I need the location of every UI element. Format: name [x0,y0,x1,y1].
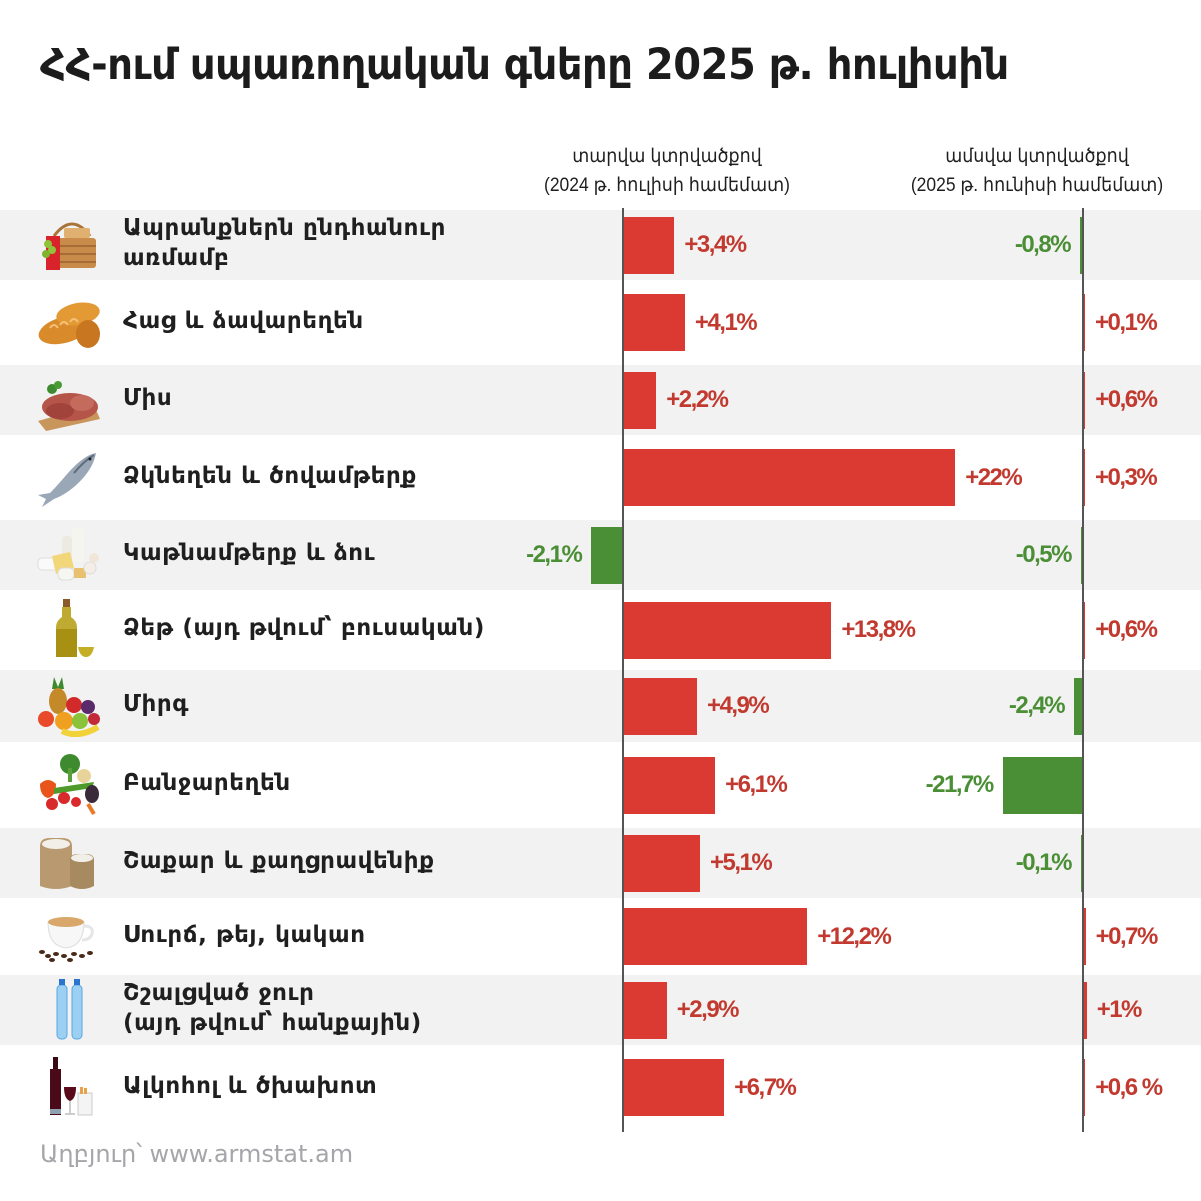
monthly-bar [1083,371,1086,429]
yearly-axis-line [622,208,624,1132]
category-label-line: (այդ թվում՝ հանքային) [123,1010,422,1036]
monthly-header-line1: ամսվա կտրվածքով [945,146,1129,167]
chart-row [0,828,1201,898]
yearly-value-label: +5,1% [710,849,773,876]
page-title: ՀՀ-ում սպառողական գները 2025 թ. հուլիսին [40,40,1009,90]
monthly-value-label: +1% [1096,996,1143,1023]
yearly-bar [623,601,832,659]
yearly-value-label: +2,9% [676,996,740,1023]
category-label: Սուրճ, թեյ, կակաո [123,920,366,950]
dairy-icon [34,524,104,586]
category-label-line: Ապրանքներն ընդհանուր [123,215,446,241]
monthly-value-label: +0,6% [1095,616,1158,643]
yearly-bar [623,981,667,1039]
chart-row [0,975,1201,1045]
yearly-value-label: -2,1% [526,541,583,568]
source-note: Աղբյուր՝ www.armstat.am [40,1140,354,1168]
monthly-value-label: -0,5% [1015,541,1073,568]
yearly-column-header: տարվա կտրվածքով (2024 թ. հուլիսի համեմատ… [511,142,824,200]
water-bottles-icon [34,979,104,1041]
coffee-cup-icon [34,906,104,968]
category-label: Ձկնեղեն և ծովամթերք [123,461,417,491]
monthly-header-line2: (2025 թ. հունիսի համեմատ) [910,175,1164,196]
yearly-value-label: +6,1% [725,771,788,798]
picnic-basket-icon [34,214,104,276]
category-label: Ալկոհոլ և ծխախոտ [123,1071,377,1101]
category-label-line: Ալկոհոլ և ծխախոտ [123,1072,378,1099]
category-label-line: Բանջարեղեն [123,770,291,796]
monthly-bar [1083,449,1085,506]
monthly-bar [1002,756,1083,814]
yearly-value-label: +22% [965,463,1023,491]
category-label: Շշալցված ջուր (այդ թվում՝ հանքային) [123,978,422,1038]
oil-bottle-icon [34,599,104,661]
category-label-line: Միս [123,385,173,411]
yearly-value-label: +2,2% [666,386,729,413]
bread-icon [34,292,104,354]
category-label-line: Ձկնեղեն և ծովամթերք [123,462,417,489]
yearly-value-label: +4,1% [694,308,758,336]
yearly-bar [623,834,700,892]
fruit-icon [34,675,104,738]
yearly-bar [623,677,697,735]
yearly-bar [623,371,657,429]
yearly-value-label: +13,8% [841,616,916,643]
fish-icon [34,447,104,509]
chart-row [0,365,1201,435]
wine-cigarettes-icon [34,1056,104,1119]
yearly-header-line2: (2024 թ. հուլիսի համեմատ) [544,175,790,196]
monthly-value-label: +0,6 % [1095,1073,1163,1101]
category-label-line: Ձեթ (այդ թվում՝ բուսական) [123,615,485,641]
category-label: Կաթնամթերք և ձու [123,538,375,568]
meat-icon [34,369,104,431]
category-label-line: Սուրճ, թեյ, կակաո [123,921,366,948]
category-label: Միս [123,383,172,413]
category-label-line: Կաթնամթերք և ձու [123,540,376,566]
monthly-bar [1080,216,1083,274]
monthly-value-label: +0,3% [1095,463,1158,491]
monthly-bar [1083,908,1086,965]
monthly-bar [1083,1059,1086,1116]
yearly-value-label: +12,2% [817,922,892,950]
category-label: Շաքար և քաղցրավենիք [123,846,435,876]
yearly-bar [623,756,716,814]
monthly-bar [1083,981,1087,1039]
yearly-bar [623,216,675,274]
category-label-line: Շաքար և քաղցրավենիք [123,848,435,874]
monthly-bar [1083,601,1086,659]
chart-row [0,670,1201,742]
yearly-value-label: +6,7% [734,1073,797,1101]
monthly-bar [1083,294,1085,351]
category-label: Ձեթ (այդ թվում՝ բուսական) [123,613,485,643]
category-label-line: Հաց և ձավարեղեն [123,307,364,334]
yearly-bar [591,526,623,584]
yearly-value-label: +3,4% [684,231,747,258]
yearly-header-line1: տարվա կտրվածքով [572,146,762,167]
vegetables-icon [34,754,104,816]
monthly-bar [1074,677,1083,735]
yearly-bar [623,449,956,506]
monthly-value-label: +0,7% [1095,922,1159,950]
category-label-line: առմամբ [123,245,230,271]
monthly-value-label: -0,8% [1014,231,1072,258]
category-label: Բանջարեղեն [123,768,291,798]
category-label-line: Միրգ [123,691,190,717]
yearly-value-label: +4,9% [706,692,770,719]
monthly-axis-line [1082,208,1084,1132]
category-label: Միրգ [123,689,189,719]
yearly-bar [623,1059,725,1116]
category-label-line: Շշալցված ջուր [123,980,315,1006]
chart-row [0,210,1201,280]
monthly-value-label: -21,7% [925,771,995,798]
monthly-value-label: -2,4% [1008,692,1066,719]
yearly-bar [623,908,808,965]
category-label: Ապրանքներն ընդհանուր առմամբ [123,213,446,273]
monthly-value-label: -0,1% [1015,849,1073,876]
monthly-value-label: +0,6% [1095,386,1158,413]
sugar-sack-icon [34,832,104,894]
yearly-bar [623,294,685,351]
monthly-column-header: ամսվա կտրվածքով (2025 թ. հունիսի համեմատ… [881,142,1194,200]
monthly-value-label: +0,1% [1095,308,1158,336]
category-label: Հաց և ձավարեղեն [123,306,364,336]
